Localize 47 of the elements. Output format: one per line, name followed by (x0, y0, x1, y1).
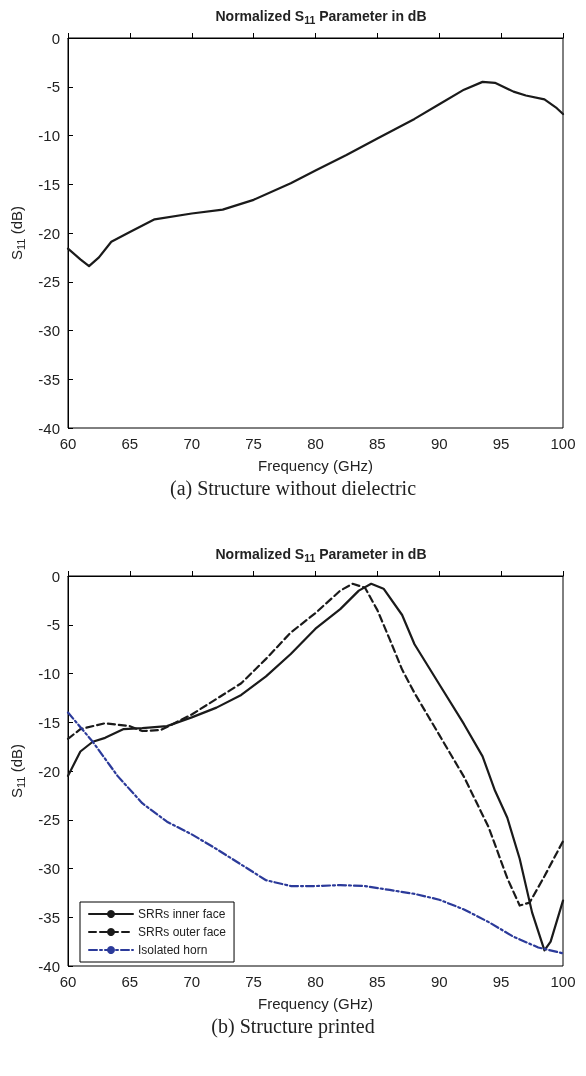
x-tick-label: 90 (430, 973, 448, 990)
y-tick-label: -35 (38, 370, 60, 388)
y-tick-label: -15 (38, 175, 60, 193)
y-tick-label: -10 (38, 665, 60, 682)
y-tick-label: -30 (38, 860, 60, 877)
x-tick-label: 90 (430, 435, 448, 452)
y-tick-label: -25 (38, 273, 60, 291)
y-axis-title: S11 (dB) (8, 205, 27, 261)
x-tick-label: 70 (183, 973, 201, 990)
y-axis-title: S11 (dB) (8, 743, 27, 799)
x-tick-label: 65 (121, 973, 139, 990)
y-tick-label: -5 (46, 616, 60, 634)
text: (a) Structure without dielectric (169, 477, 417, 500)
y-tick-label: -25 (38, 811, 60, 829)
y-tick-label: -40 (38, 419, 60, 437)
legend-label: SRRs inner face (138, 907, 226, 921)
y-tick-label: -20 (38, 762, 60, 780)
text: (b) Structure printed (211, 1015, 375, 1038)
x-tick-label: 80 (307, 435, 324, 452)
x-tick-label: 85 (369, 435, 386, 452)
y-tick-label: -20 (38, 224, 60, 242)
x-tick-label: 100 (550, 973, 576, 990)
y-tick-label: -10 (38, 127, 60, 144)
x-tick-label: 100 (550, 435, 576, 452)
x-tick-label: 60 (59, 973, 77, 990)
line-series (66, 80, 565, 268)
y-tick-label: 0 (51, 29, 60, 47)
y-tick-label: -40 (38, 957, 60, 975)
x-tick-label: 70 (183, 435, 201, 452)
x-tick-label: 85 (369, 973, 386, 990)
x-tick-label: 65 (121, 435, 139, 452)
y-tick-label: -35 (38, 908, 60, 926)
y-tick-label: -5 (46, 78, 60, 96)
line-series (66, 711, 565, 955)
y-tick-label: 0 (51, 567, 60, 585)
x-tick-label: 60 (59, 435, 77, 452)
y-tick-label: -15 (38, 713, 60, 731)
x-tick-label: 80 (307, 973, 324, 990)
y-tick-label: -30 (38, 322, 60, 339)
x-axis-title: Frequency (GHz) (257, 995, 374, 1012)
legend-label: Isolated horn (138, 943, 208, 957)
x-tick-label: 75 (245, 435, 262, 452)
x-axis-title: Frequency (GHz) (257, 457, 374, 474)
x-tick-label: 95 (492, 435, 510, 452)
x-tick-label: 95 (492, 973, 510, 990)
legend-label: SRRs outer face (138, 925, 227, 939)
x-tick-label: 75 (245, 973, 262, 990)
